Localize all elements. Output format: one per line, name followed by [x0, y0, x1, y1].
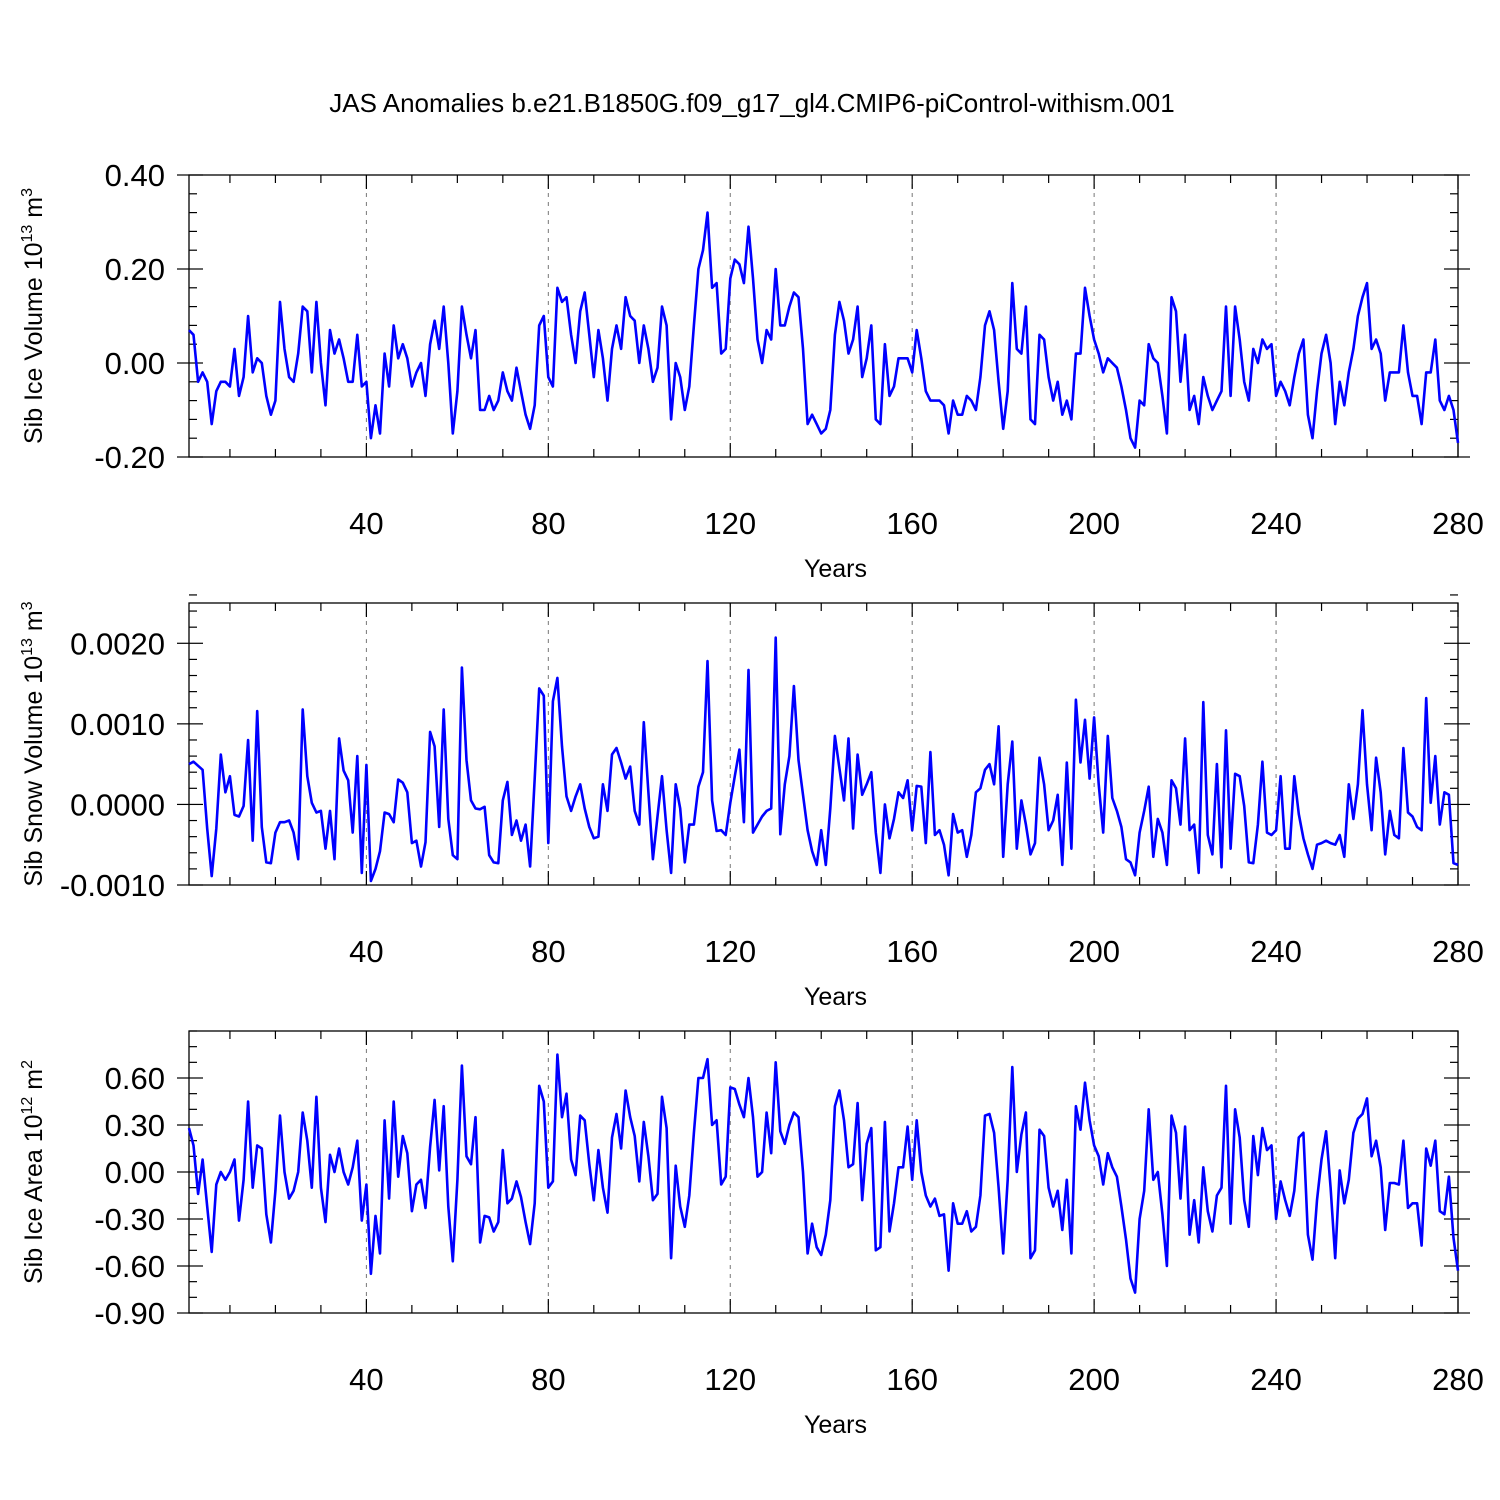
y-tick-label: 0.40 — [105, 158, 165, 193]
y-axis-label-part: Sib Snow Volume 10 — [20, 656, 48, 887]
x-tick-label: 240 — [1250, 506, 1302, 541]
x-tick-label: 200 — [1068, 934, 1120, 969]
y-tick-label: 0.00 — [105, 346, 165, 381]
y-tick-label: 0.0020 — [70, 626, 165, 661]
x-tick-label: 200 — [1068, 506, 1120, 541]
y-axis-label-part: 2 — [19, 1060, 36, 1069]
x-tick-label: 160 — [886, 1362, 938, 1397]
y-tick-label: 0.60 — [105, 1061, 165, 1096]
chart-panel-3: 40 80 120 160 200 240 280 Years -0.90 -0.60 -0.30 0… — [19, 1030, 1484, 1439]
y-tick-label: -0.60 — [94, 1249, 165, 1284]
y-tick-label: -0.20 — [94, 440, 165, 475]
x-tick-label: 80 — [531, 1362, 565, 1397]
y-tick-label: 0.00 — [105, 1155, 165, 1190]
x-tick-label: 40 — [349, 506, 383, 541]
x-tick-label: 160 — [886, 506, 938, 541]
x-axis-label: Years — [804, 1411, 867, 1439]
y-axis-label-part: 3 — [19, 601, 36, 610]
x-tick-label: 240 — [1250, 1362, 1302, 1397]
y-axis-label: Sib Ice Volume 1013 m3 — [19, 188, 48, 444]
x-tick-label: 40 — [349, 1362, 383, 1397]
y-axis-label-part: m — [20, 1069, 48, 1097]
x-tick-label: 120 — [704, 506, 756, 541]
x-tick-label: 80 — [531, 506, 565, 541]
x-tick-label: 200 — [1068, 1362, 1120, 1397]
y-axis-label-part: 13 — [19, 225, 36, 243]
plot-frame — [188, 174, 1459, 458]
x-tick-label: 240 — [1250, 934, 1302, 969]
y-axis-label-part: Sib Ice Area 10 — [20, 1114, 48, 1284]
y-axis-label-part: Sib Ice Volume 10 — [20, 242, 48, 444]
x-tick-label: 40 — [349, 934, 383, 969]
plot-frame — [188, 1030, 1459, 1314]
x-tick-label: 280 — [1432, 506, 1484, 541]
plot-frame — [188, 602, 1459, 886]
y-tick-label: -0.0010 — [60, 868, 165, 903]
y-tick-label: 0.0000 — [70, 787, 165, 822]
chart-panel-2: 40 80 120 160 200 240 280 Years -0.0010 0.0000 0.0… — [19, 594, 1484, 1011]
y-tick-label: 0.30 — [105, 1108, 165, 1143]
chart-panel-1: 40 80 120 160 200 240 280 Years -0.20 0.00 0.20 0.4… — [19, 158, 1484, 583]
y-axis-label-part: m — [20, 197, 48, 225]
x-tick-label: 280 — [1432, 1362, 1484, 1397]
y-tick-label: 0.20 — [105, 252, 165, 287]
x-tick-label: 280 — [1432, 934, 1484, 969]
y-axis-label: Sib Ice Area 1012 m2 — [19, 1060, 48, 1284]
x-tick-label: 120 — [704, 934, 756, 969]
y-axis-label: Sib Snow Volume 1013 m3 — [19, 601, 48, 886]
series-line — [188, 211, 1460, 449]
chart-title: JAS Anomalies b.e21.B1850G.f09_g17_gl4.C… — [329, 88, 1174, 118]
x-tick-label: 80 — [531, 934, 565, 969]
y-tick-label: -0.30 — [94, 1202, 165, 1237]
y-tick-label: 0.0010 — [70, 707, 165, 742]
x-axis-label: Years — [804, 983, 867, 1011]
x-axis-label: Years — [804, 555, 867, 583]
y-tick-label: -0.90 — [94, 1296, 165, 1331]
x-tick-label: 120 — [704, 1362, 756, 1397]
x-tick-label: 160 — [886, 934, 938, 969]
series-line — [187, 1053, 1460, 1294]
y-axis-label-part: 13 — [19, 638, 36, 656]
y-axis-label-part: m — [20, 610, 48, 638]
y-axis-label-part: 12 — [19, 1097, 36, 1115]
series-line — [188, 636, 1459, 883]
y-axis-label-part: 3 — [19, 188, 36, 197]
